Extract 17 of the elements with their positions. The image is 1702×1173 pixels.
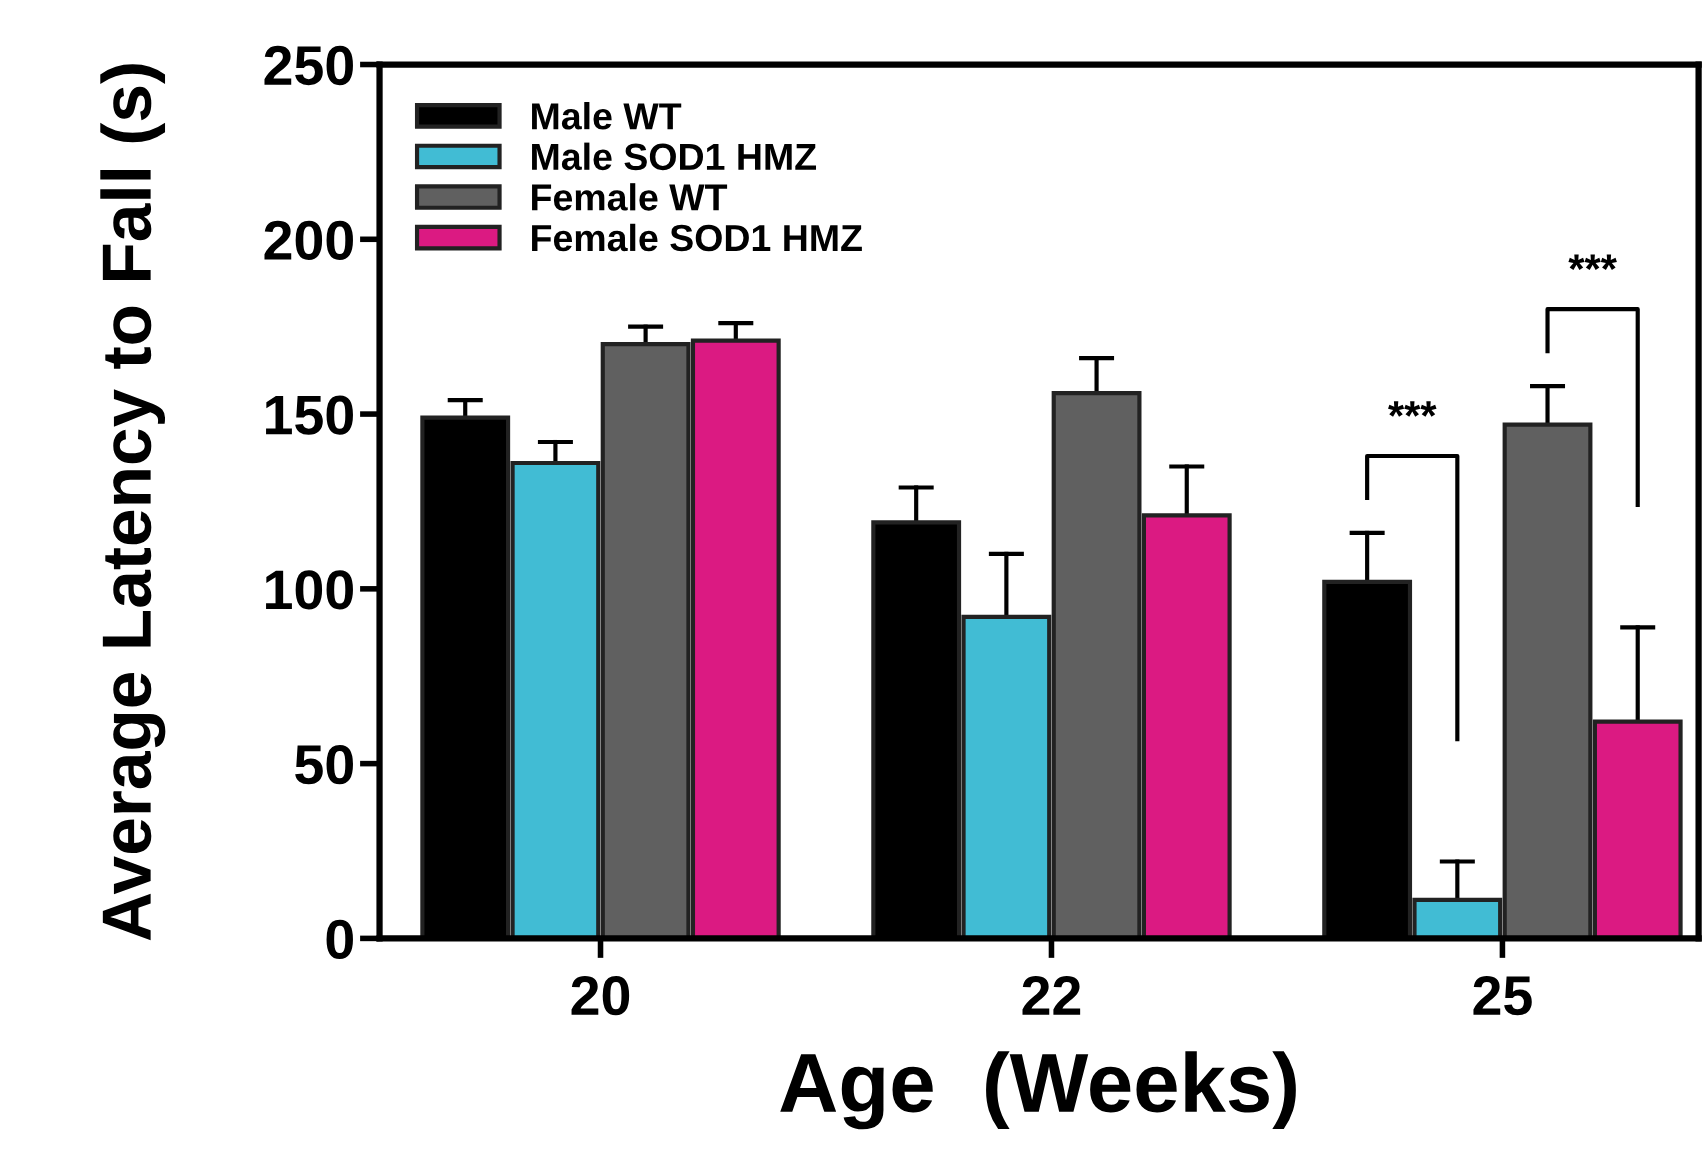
y-axis-title: Average Latency to Fall (s) — [100, 64, 166, 941]
legend-label: Male WT — [532, 102, 682, 130]
y-tick-label: 100 — [266, 570, 353, 610]
annotation: *** — [1568, 254, 1617, 270]
y-tick-label: 0 — [326, 919, 353, 960]
y-tick-label: 50 — [295, 744, 353, 785]
x-tick-label: 25 — [1473, 975, 1532, 1016]
y-tick-label: 200 — [264, 220, 353, 260]
y-tick-label: 250 — [264, 45, 353, 86]
legend-label: Female WT — [532, 183, 728, 211]
y-tick-label: 150 — [266, 395, 353, 435]
x-axis-title: Age (Weeks) — [780, 1051, 1296, 1130]
x-tick-label: 22 — [1022, 975, 1081, 1015]
x-tick-label: 20 — [571, 975, 630, 1016]
annotation: *** — [1388, 401, 1437, 417]
legend-label: Female SOD1 HMZ — [532, 223, 862, 252]
legend-label: Male SOD1 HMZ — [532, 142, 817, 171]
